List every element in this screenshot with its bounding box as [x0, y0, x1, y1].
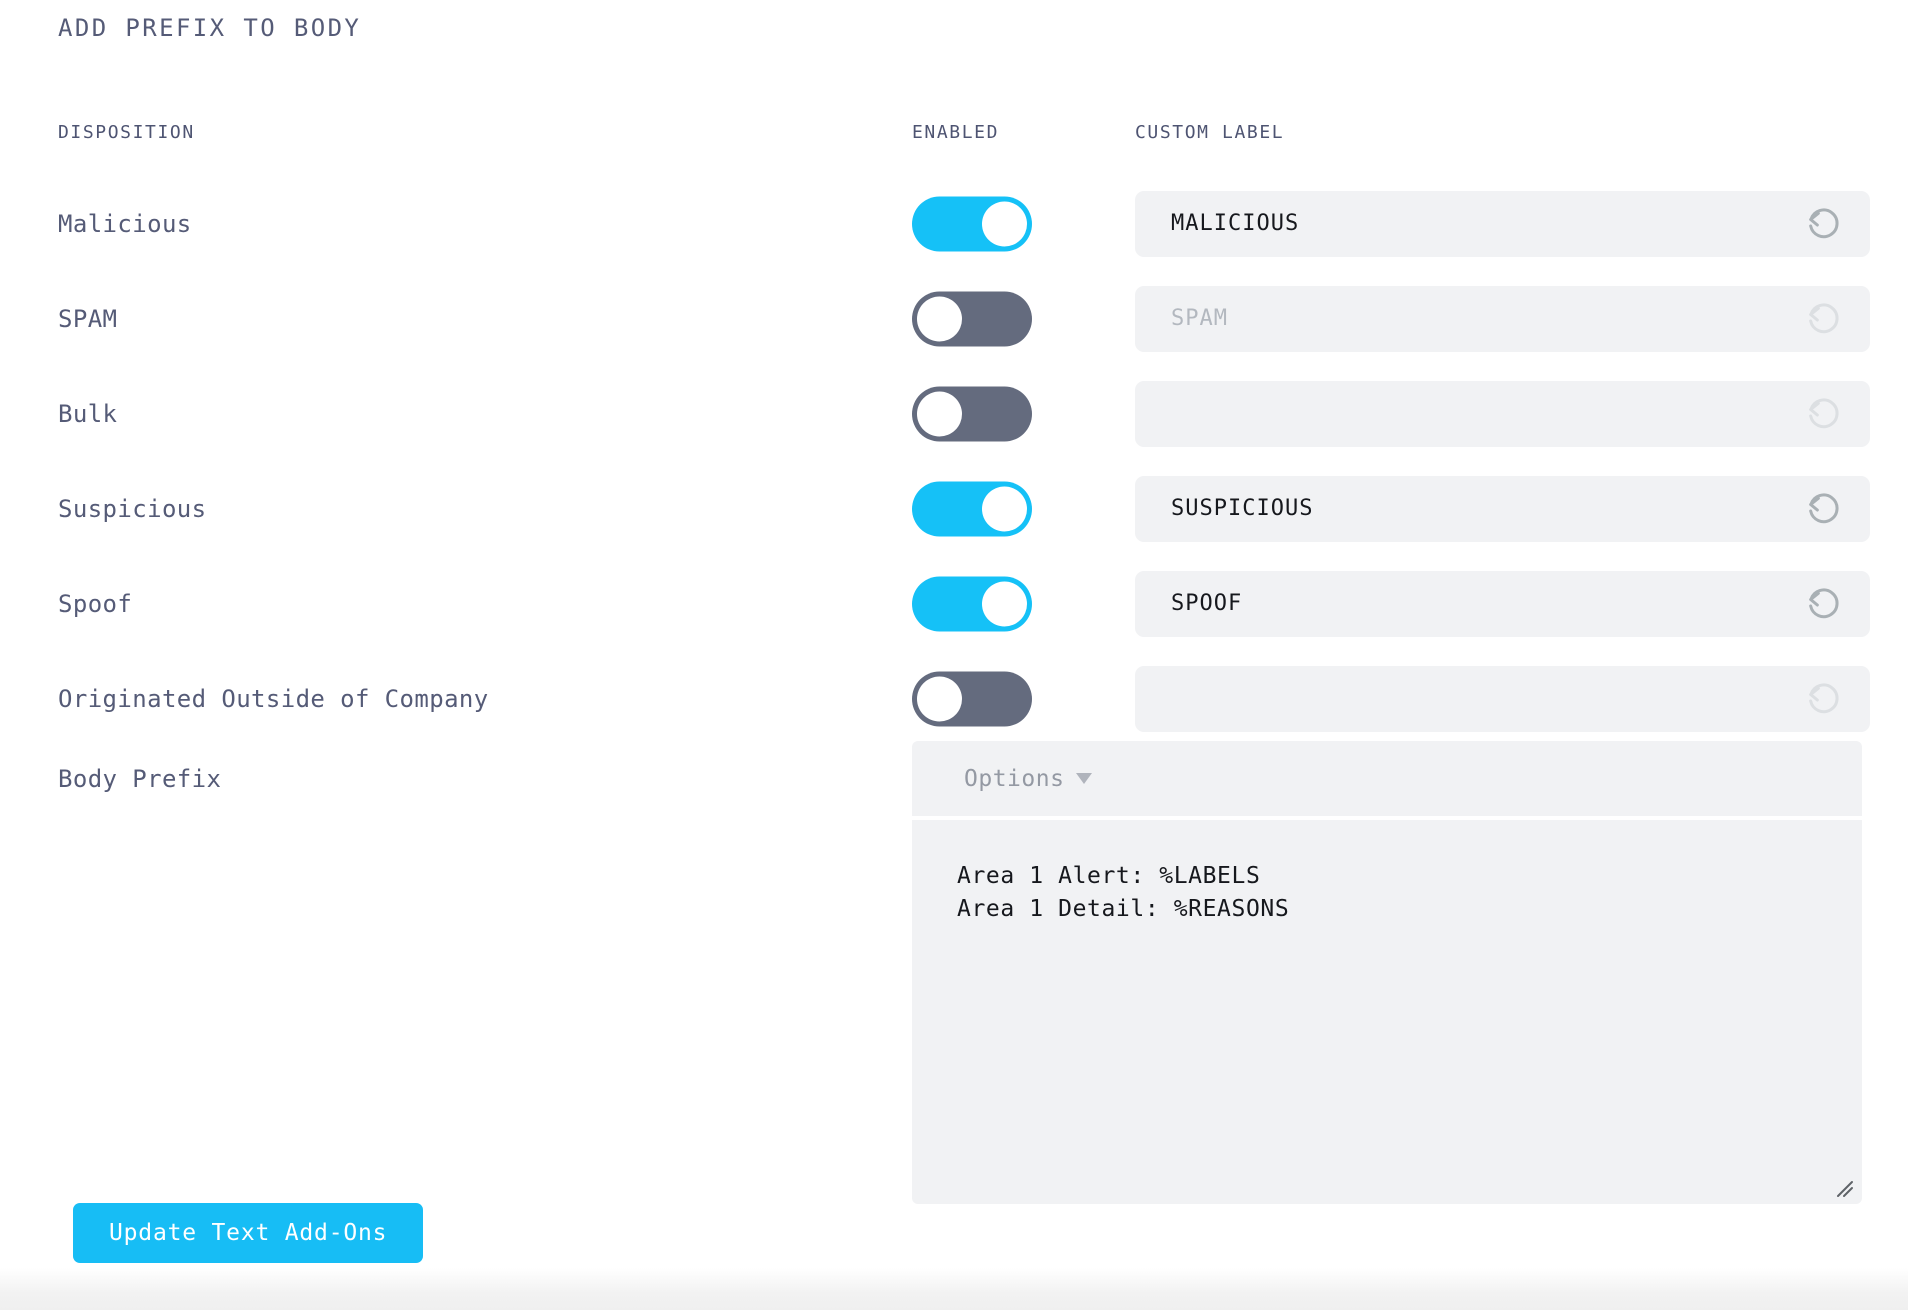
column-header-enabled: ENABLED	[912, 122, 1000, 143]
toggle-knob	[917, 391, 962, 436]
toggle-knob	[917, 676, 962, 721]
footer-strip	[0, 1268, 1908, 1310]
reset-icon[interactable]	[1804, 394, 1844, 434]
enabled-toggle[interactable]	[912, 576, 1032, 631]
body-prefix-editor: Options Area 1 Alert: %LABELS Area 1 Det…	[912, 741, 1862, 1204]
custom-label-field[interactable]: MALICIOUS	[1135, 190, 1870, 257]
disposition-label: SPAM	[58, 304, 118, 333]
enabled-toggle[interactable]	[912, 671, 1032, 726]
column-header-disposition: DISPOSITION	[58, 122, 195, 143]
custom-label-input[interactable]: SUSPICIOUS	[1171, 496, 1314, 521]
enabled-toggle[interactable]	[912, 196, 1032, 251]
table-row: Malicious MALICIOUS	[0, 177, 1908, 270]
disposition-label: Originated Outside of Company	[58, 684, 489, 713]
custom-label-field[interactable]: SPOOF	[1135, 570, 1870, 637]
enabled-toggle[interactable]	[912, 481, 1032, 536]
custom-label-field[interactable]	[1135, 380, 1870, 447]
column-header-custom-label: CUSTOM LABEL	[1135, 122, 1285, 143]
toggle-knob	[917, 296, 962, 341]
disposition-label: Suspicious	[58, 494, 207, 523]
custom-label-input[interactable]: SPAM	[1171, 306, 1228, 331]
table-row: Suspicious SUSPICIOUS	[0, 462, 1908, 555]
disposition-label: Malicious	[58, 209, 192, 238]
toggle-knob	[982, 201, 1027, 246]
toggle-knob	[982, 581, 1027, 626]
body-prefix-textarea[interactable]: Area 1 Alert: %LABELS Area 1 Detail: %RE…	[912, 820, 1862, 1204]
resize-grip-icon[interactable]	[1832, 1176, 1854, 1198]
toggle-knob	[982, 486, 1027, 531]
editor-toolbar: Options	[912, 741, 1862, 818]
reset-icon[interactable]	[1804, 679, 1844, 719]
chevron-down-icon	[1076, 773, 1093, 784]
body-prefix-label: Body Prefix	[58, 765, 222, 793]
table-row: SPAM SPAM	[0, 272, 1908, 365]
reset-icon[interactable]	[1804, 489, 1844, 529]
custom-label-input[interactable]: MALICIOUS	[1171, 211, 1300, 236]
options-dropdown[interactable]: Options	[964, 765, 1093, 792]
page-title: ADD PREFIX TO BODY	[58, 14, 362, 42]
reset-icon[interactable]	[1804, 299, 1844, 339]
disposition-label: Bulk	[58, 399, 118, 428]
reset-icon[interactable]	[1804, 584, 1844, 624]
table-row: Spoof SPOOF	[0, 557, 1908, 650]
enabled-toggle[interactable]	[912, 291, 1032, 346]
disposition-label: Spoof	[58, 589, 133, 618]
options-dropdown-label: Options	[964, 765, 1065, 792]
enabled-toggle[interactable]	[912, 386, 1032, 441]
table-row: Bulk	[0, 367, 1908, 460]
custom-label-field[interactable]	[1135, 665, 1870, 732]
update-text-add-ons-button[interactable]: Update Text Add-Ons	[73, 1203, 424, 1263]
custom-label-input[interactable]: SPOOF	[1171, 591, 1243, 616]
custom-label-field[interactable]: SUSPICIOUS	[1135, 475, 1870, 542]
table-row: Originated Outside of Company	[0, 652, 1908, 745]
custom-label-field[interactable]: SPAM	[1135, 285, 1870, 352]
reset-icon[interactable]	[1804, 204, 1844, 244]
